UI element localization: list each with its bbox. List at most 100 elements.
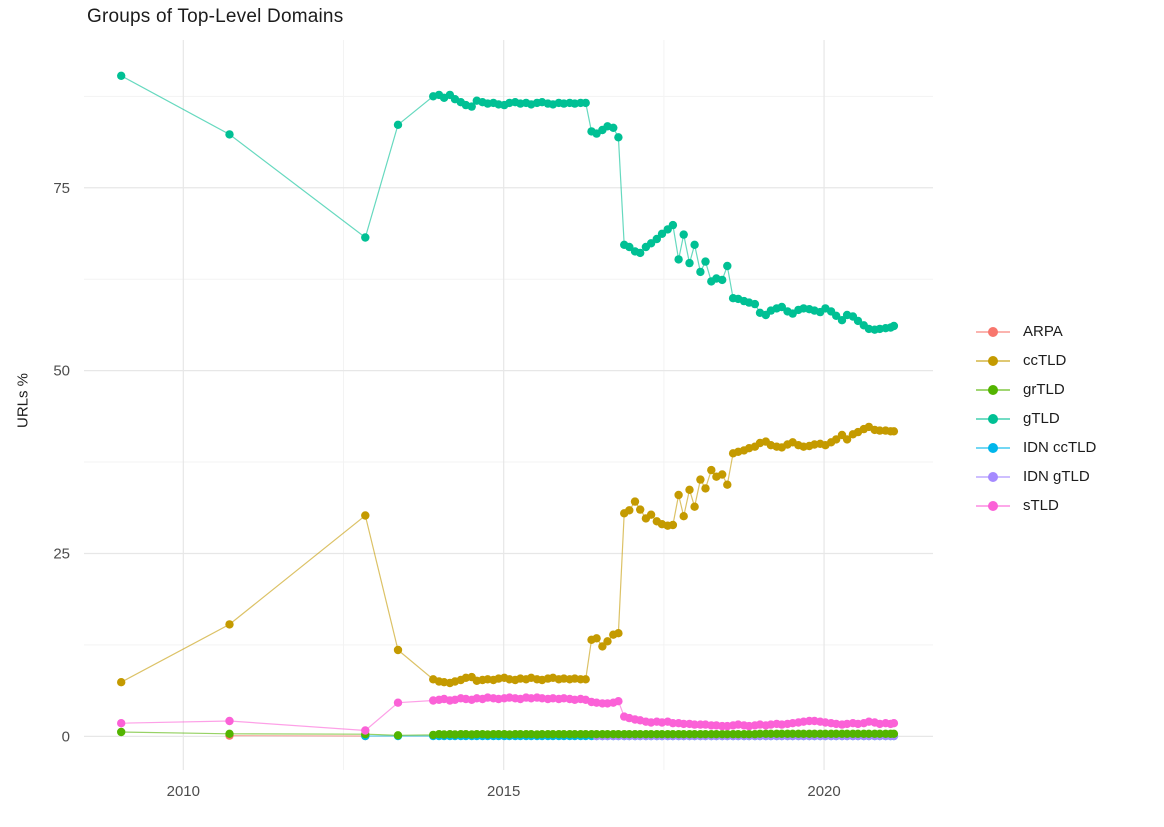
- chart-title: Groups of Top-Level Domains: [87, 6, 344, 27]
- data-point: [467, 102, 476, 111]
- data-point: [652, 234, 661, 244]
- data-point: [690, 720, 699, 729]
- data-point: [603, 730, 612, 739]
- legend-item-stld: sTLD: [976, 491, 1096, 520]
- y-tick-label: 75: [53, 180, 70, 197]
- data-point: [744, 730, 754, 739]
- data-point: [766, 729, 776, 738]
- data-point: [875, 729, 884, 738]
- series-line-gtld: [120, 75, 895, 331]
- data-point: [889, 719, 899, 728]
- data-point: [614, 629, 623, 638]
- data-point: [625, 506, 634, 515]
- legend-label: ARPA: [1023, 323, 1063, 340]
- legend-item-gtld: gTLD: [976, 404, 1096, 433]
- data-point: [361, 511, 370, 520]
- data-point: [889, 321, 899, 331]
- legend-item-grtld: grTLD: [976, 375, 1096, 404]
- legend-item-arpa: ARPA: [976, 317, 1096, 346]
- data-point: [750, 299, 760, 309]
- x-tick-label: 2010: [167, 783, 200, 800]
- legend-label: IDN gTLD: [1023, 468, 1090, 485]
- data-point: [723, 261, 732, 271]
- data-point: [117, 678, 126, 687]
- data-point: [832, 311, 841, 320]
- data-point: [393, 645, 403, 655]
- legend-label: IDN ccTLD: [1023, 439, 1097, 456]
- legend-marker-icon: [976, 413, 1010, 425]
- legend-key-dot: [988, 355, 998, 366]
- data-point: [609, 123, 618, 132]
- y-tick-label: 25: [53, 545, 70, 562]
- legend-marker-icon: [976, 442, 1010, 454]
- legend-key-dot: [988, 384, 998, 395]
- data-point: [690, 730, 699, 739]
- legend-item-idn-gtld: IDN gTLD: [976, 462, 1096, 491]
- data-point: [853, 729, 863, 738]
- data-point: [614, 133, 623, 142]
- data-point: [690, 502, 699, 511]
- legend-key-dot: [988, 326, 998, 337]
- data-point: [832, 435, 841, 444]
- data-point: [625, 242, 634, 252]
- data-point: [117, 727, 126, 737]
- legend-marker-icon: [976, 500, 1010, 512]
- data-point: [581, 98, 590, 108]
- data-point: [598, 642, 607, 651]
- data-point: [393, 731, 403, 740]
- data-point: [674, 490, 683, 500]
- legend-label: grTLD: [1023, 381, 1065, 398]
- data-point: [117, 71, 126, 81]
- data-point: [225, 620, 234, 629]
- legend-key-dot: [988, 500, 998, 511]
- legend-item-idn-cctld: IDN ccTLD: [976, 433, 1096, 462]
- data-point: [679, 730, 688, 739]
- data-point: [718, 275, 727, 285]
- legend-marker-icon: [976, 355, 1010, 367]
- data-point: [225, 130, 234, 139]
- series-points-gtld: [117, 71, 899, 334]
- data-point: [679, 719, 688, 729]
- data-point: [679, 230, 688, 239]
- legend-key-dot: [988, 442, 998, 453]
- data-point: [707, 465, 716, 475]
- data-point: [636, 248, 645, 258]
- data-point: [696, 267, 705, 277]
- data-point: [701, 257, 710, 266]
- data-point: [393, 698, 403, 707]
- y-axis-title: URLs %: [14, 373, 32, 429]
- data-point: [630, 497, 640, 506]
- data-point: [889, 427, 899, 436]
- data-point: [657, 229, 667, 238]
- legend-key-dot: [988, 471, 998, 482]
- data-point: [393, 120, 403, 129]
- data-point: [701, 730, 710, 739]
- data-point: [225, 729, 234, 738]
- data-point: [832, 729, 841, 738]
- series-points-cctld: [117, 422, 899, 688]
- data-point: [548, 730, 558, 739]
- y-tick-label: 50: [53, 363, 70, 380]
- data-point: [712, 730, 721, 739]
- data-point: [581, 730, 590, 739]
- data-point: [117, 719, 126, 728]
- data-point: [614, 697, 623, 706]
- data-point: [837, 316, 847, 325]
- data-point: [361, 233, 370, 242]
- data-point: [685, 258, 694, 268]
- data-point: [690, 240, 699, 249]
- data-point: [842, 729, 852, 738]
- data-point: [842, 435, 852, 444]
- data-point: [592, 634, 601, 643]
- y-tick-label: 0: [62, 728, 70, 745]
- legend-marker-icon: [976, 384, 1010, 396]
- legend-label: gTLD: [1023, 410, 1060, 427]
- data-point: [723, 480, 732, 489]
- data-point: [718, 470, 727, 479]
- data-point: [581, 675, 590, 684]
- data-point: [668, 220, 678, 230]
- data-point: [875, 426, 884, 435]
- data-point: [668, 520, 678, 530]
- data-point: [755, 729, 765, 738]
